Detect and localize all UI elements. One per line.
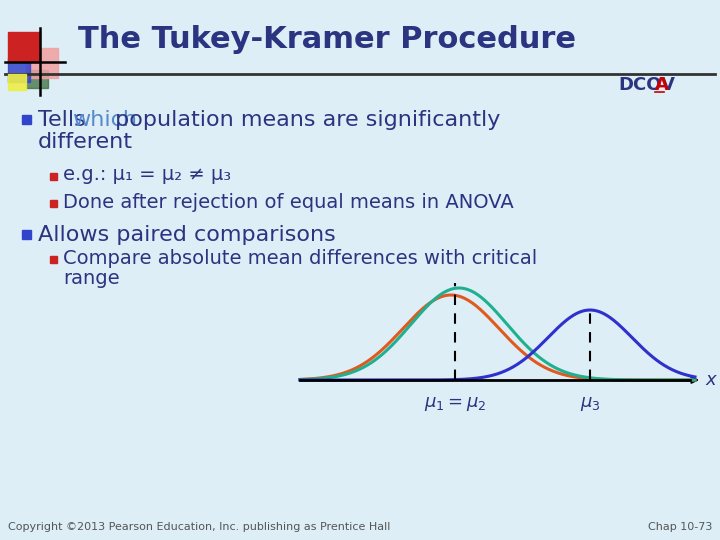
Text: Compare absolute mean differences with critical: Compare absolute mean differences with c… xyxy=(63,249,537,268)
Text: range: range xyxy=(63,268,120,287)
Text: A: A xyxy=(655,76,669,94)
Text: DCOV: DCOV xyxy=(618,76,675,94)
Bar xyxy=(22,230,31,239)
Bar xyxy=(8,74,26,90)
Text: x: x xyxy=(705,371,716,389)
Bar xyxy=(50,173,57,180)
Bar xyxy=(22,115,31,124)
Text: $\mu_1 = \mu_2$: $\mu_1 = \mu_2$ xyxy=(424,395,486,413)
Text: different: different xyxy=(38,132,133,152)
Text: Allows paired comparisons: Allows paired comparisons xyxy=(38,225,336,245)
Text: Tells: Tells xyxy=(38,110,93,130)
Text: $\mu_3$: $\mu_3$ xyxy=(580,395,600,413)
Text: which: which xyxy=(72,110,137,130)
Bar xyxy=(50,256,57,263)
Text: e.g.: μ₁ = μ₂ ≠ μ₃: e.g.: μ₁ = μ₂ ≠ μ₃ xyxy=(63,165,231,185)
Text: Chap 10-73: Chap 10-73 xyxy=(647,522,712,532)
Bar xyxy=(8,32,40,62)
Text: population means are significantly: population means are significantly xyxy=(108,110,500,130)
Text: Copyright ©2013 Pearson Education, Inc. publishing as Prentice Hall: Copyright ©2013 Pearson Education, Inc. … xyxy=(8,522,390,532)
Bar xyxy=(8,58,30,82)
Bar xyxy=(26,48,58,78)
Text: Done after rejection of equal means in ANOVA: Done after rejection of equal means in A… xyxy=(63,192,514,212)
Text: The Tukey-Kramer Procedure: The Tukey-Kramer Procedure xyxy=(78,25,576,55)
Bar xyxy=(50,200,57,207)
Bar xyxy=(26,70,48,88)
